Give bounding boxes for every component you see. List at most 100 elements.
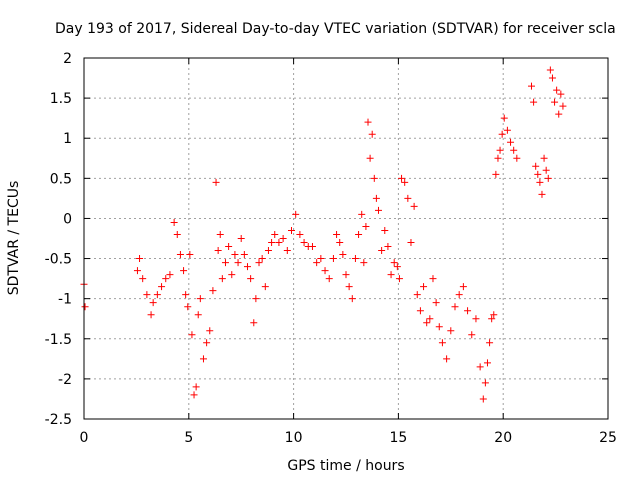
data-point bbox=[192, 383, 200, 391]
data-point bbox=[170, 218, 178, 226]
data-point bbox=[333, 230, 341, 238]
data-point bbox=[188, 331, 196, 339]
data-point bbox=[503, 126, 511, 134]
data-point bbox=[534, 170, 542, 178]
data-points bbox=[80, 66, 567, 403]
data-point bbox=[279, 235, 287, 242]
data-point bbox=[481, 379, 489, 387]
y-tick-label: -2.5 bbox=[45, 412, 72, 428]
data-point bbox=[423, 319, 431, 327]
data-point bbox=[413, 291, 421, 299]
data-point bbox=[288, 226, 296, 234]
data-point bbox=[494, 154, 502, 162]
data-point bbox=[358, 210, 366, 218]
data-point bbox=[364, 118, 372, 126]
data-point bbox=[186, 251, 194, 259]
data-point bbox=[268, 239, 276, 247]
data-point bbox=[308, 243, 316, 251]
data-point bbox=[536, 178, 544, 186]
data-point bbox=[234, 259, 242, 267]
y-tick-label: 1.5 bbox=[50, 91, 72, 107]
data-point bbox=[176, 251, 184, 259]
data-point bbox=[81, 303, 89, 311]
data-point bbox=[237, 235, 245, 242]
x-tick-label: 15 bbox=[389, 430, 407, 446]
x-axis-label: GPS time / hours bbox=[287, 458, 404, 474]
data-point bbox=[420, 283, 428, 291]
y-tick-label: -0.5 bbox=[45, 252, 72, 268]
data-point bbox=[507, 138, 515, 146]
data-point bbox=[258, 255, 266, 263]
chart-title: Day 193 of 2017, Sidereal Day-to-day VTE… bbox=[55, 21, 616, 37]
data-point bbox=[317, 255, 325, 263]
y-tick-label: 1 bbox=[63, 131, 72, 147]
data-point bbox=[459, 283, 467, 291]
data-point bbox=[243, 263, 251, 271]
y-axis-label: SDTVAR / TECUs bbox=[6, 181, 22, 296]
x-tick-label: 5 bbox=[184, 430, 193, 446]
data-point bbox=[500, 114, 508, 122]
data-point bbox=[404, 194, 412, 202]
data-point bbox=[275, 239, 283, 247]
y-tick-label: 2 bbox=[63, 51, 72, 67]
data-point bbox=[410, 202, 418, 210]
data-point bbox=[228, 271, 236, 279]
data-point bbox=[544, 174, 552, 182]
x-tick-label: 20 bbox=[494, 430, 512, 446]
data-point bbox=[300, 239, 308, 247]
data-point bbox=[530, 98, 538, 106]
data-point bbox=[381, 226, 389, 234]
data-point bbox=[218, 275, 226, 283]
data-point bbox=[555, 110, 563, 118]
data-point bbox=[366, 154, 374, 162]
data-point bbox=[513, 154, 521, 162]
data-point bbox=[136, 255, 144, 263]
data-point bbox=[173, 230, 181, 238]
data-point bbox=[329, 255, 337, 263]
data-point bbox=[240, 251, 248, 259]
data-point bbox=[407, 239, 415, 247]
data-point bbox=[432, 299, 440, 307]
data-point bbox=[231, 251, 239, 259]
y-tick-label: 0.5 bbox=[50, 171, 72, 187]
data-point bbox=[384, 243, 392, 251]
data-point bbox=[255, 259, 263, 267]
y-tick-label: -1.5 bbox=[45, 332, 72, 348]
data-point bbox=[225, 243, 233, 251]
data-point bbox=[490, 311, 498, 319]
data-point bbox=[355, 230, 363, 238]
data-point bbox=[546, 66, 554, 74]
data-point bbox=[372, 194, 380, 202]
data-point bbox=[559, 102, 567, 110]
data-point bbox=[488, 315, 496, 323]
y-tick-label: 0 bbox=[63, 211, 72, 227]
x-tick-label: 25 bbox=[599, 430, 617, 446]
data-point bbox=[292, 210, 300, 218]
data-point bbox=[390, 259, 398, 267]
data-point bbox=[190, 391, 198, 399]
data-point bbox=[149, 299, 157, 307]
data-point bbox=[342, 271, 350, 279]
data-point bbox=[214, 247, 222, 255]
data-point bbox=[447, 327, 455, 335]
data-point bbox=[362, 222, 370, 230]
data-point bbox=[401, 178, 409, 186]
data-point bbox=[345, 283, 353, 291]
data-point bbox=[199, 355, 207, 363]
data-point bbox=[182, 291, 190, 299]
data-point bbox=[374, 206, 382, 214]
data-point bbox=[538, 190, 546, 198]
data-point bbox=[429, 275, 437, 283]
data-point bbox=[540, 154, 548, 162]
data-point bbox=[252, 295, 260, 303]
data-point bbox=[553, 86, 561, 94]
data-point bbox=[139, 275, 147, 283]
data-point bbox=[455, 291, 463, 299]
data-point bbox=[468, 331, 476, 339]
data-point bbox=[498, 130, 506, 138]
data-point bbox=[143, 291, 151, 299]
data-point bbox=[464, 307, 472, 315]
data-point bbox=[551, 98, 559, 106]
data-point bbox=[180, 267, 188, 275]
y-tick-label: -2 bbox=[58, 372, 72, 388]
